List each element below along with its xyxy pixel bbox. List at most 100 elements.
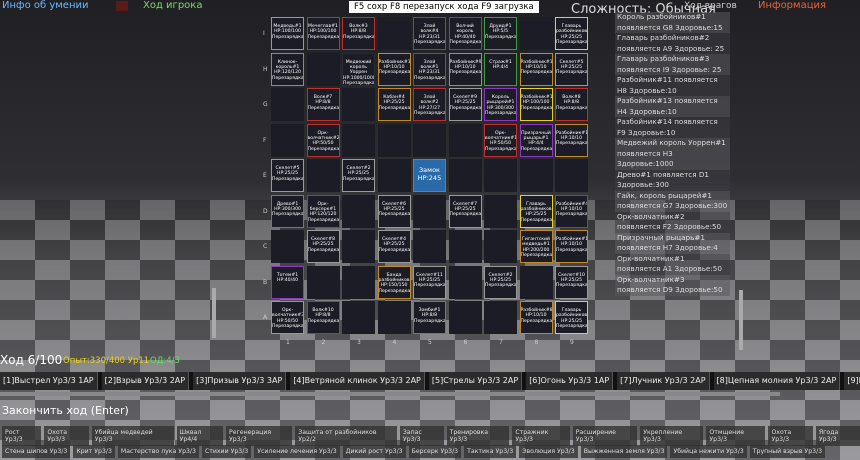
upgrade-button[interactable]: Шквал Ур4/4 xyxy=(176,426,223,446)
upgrade-button[interactable]: Трупный взрыв Ур3/3 xyxy=(749,445,826,458)
upgrade-button[interactable]: Убийца нежити Ур3/3 xyxy=(670,445,747,458)
cell[interactable] xyxy=(342,265,375,299)
cell[interactable] xyxy=(306,52,340,86)
info[interactable]: Информация xyxy=(758,0,827,11)
upgrade-button[interactable]: Запас Ур3/3 xyxy=(399,426,444,446)
upgrade-button[interactable]: Расширение Ур3/3 xyxy=(572,426,638,446)
upgrade-button[interactable]: Эволюция Ур3/3 xyxy=(519,445,578,458)
upgrade-button[interactable]: Отмщение Ур3/3 xyxy=(706,426,766,446)
cell[interactable] xyxy=(413,194,446,228)
cell[interactable]: Главарь разбойников#2HP:25/25Перезарядка… xyxy=(519,194,553,228)
cell[interactable]: Главарь разбойников#3HP:25/25Перезарядка… xyxy=(555,17,588,50)
cell[interactable]: Замок HP:245 xyxy=(413,159,446,192)
cell[interactable]: Страж#1 HP:4/4 xyxy=(484,52,517,86)
cell[interactable] xyxy=(342,194,375,228)
red-button[interactable] xyxy=(116,1,128,11)
upgrade-button[interactable]: Мастерство лука Ур3/3 xyxy=(117,445,199,458)
upgrade-button[interactable]: Берсерк Ур3/3 xyxy=(408,445,462,458)
skill-button[interactable]: [3]Призыв Ур3/3 3AP xyxy=(193,372,287,390)
cell[interactable] xyxy=(484,194,517,228)
cell[interactable] xyxy=(342,88,375,121)
cell[interactable] xyxy=(413,230,446,263)
cell[interactable]: Медвежий король Уоррен HP:1000/1000 Переза… xyxy=(342,52,375,86)
cell[interactable]: Банда разбойников#1HP:150/150Перезарядка… xyxy=(377,265,411,299)
skill-button[interactable]: [9]Похищение жизни Ур3/3 2AP xyxy=(844,372,860,390)
cell[interactable] xyxy=(484,230,517,263)
cell[interactable] xyxy=(377,159,411,192)
cell[interactable] xyxy=(519,265,553,299)
cell[interactable] xyxy=(448,230,482,263)
upgrade-button[interactable]: Ягода Ур3/3 xyxy=(815,426,860,446)
upgrade-button[interactable]: Охота Ур3/3 xyxy=(768,426,813,446)
upgrade-button[interactable]: Стражник Ур3/3 xyxy=(512,426,570,446)
cell[interactable] xyxy=(413,123,446,157)
cell[interactable] xyxy=(342,230,375,263)
scrollbar[interactable] xyxy=(0,392,780,396)
upgrade-button[interactable]: Крит Ур3/3 xyxy=(73,445,115,458)
cell[interactable] xyxy=(271,123,304,157)
cell[interactable] xyxy=(377,17,411,50)
cell[interactable] xyxy=(448,301,482,334)
upgrade-button[interactable]: Рост Ур3/3 xyxy=(2,426,42,446)
cell[interactable]: Гигантский медведь#1 HP:200/200 Перезарядк… xyxy=(519,230,553,263)
end-turn-button[interactable]: Закончить ход (Enter) xyxy=(2,404,129,417)
cell[interactable] xyxy=(306,159,340,192)
cell[interactable] xyxy=(448,123,482,157)
skill-button[interactable]: [1]Выстрел Ур3/3 1AP xyxy=(0,372,98,390)
cell[interactable] xyxy=(271,88,304,121)
skill-button[interactable]: [4]Ветряной клинок Ур3/3 2AP xyxy=(290,372,425,390)
skill-button[interactable]: [7]Лучник Ур3/3 2AP xyxy=(617,372,710,390)
cell[interactable] xyxy=(519,17,553,50)
upgrade-button[interactable]: Стихии Ур3/3 xyxy=(201,445,252,458)
upgrade-button[interactable]: Стена шипов Ур3/3 xyxy=(2,445,71,458)
skill-info[interactable]: Инфо об умении xyxy=(2,0,89,11)
cell[interactable] xyxy=(342,123,375,157)
cell[interactable] xyxy=(448,159,482,192)
skill-button[interactable]: [2]Взрыв Ур3/3 2AP xyxy=(101,372,190,390)
scrollbar[interactable] xyxy=(212,288,216,338)
upgrade-button[interactable]: Выжженная земля Ур3/3 xyxy=(580,445,668,458)
cell[interactable] xyxy=(484,301,517,334)
upgrade-button[interactable]: Дикий рост Ур3/3 xyxy=(342,445,406,458)
upgrade-button[interactable]: Тренировка Ур3/3 xyxy=(446,426,510,446)
upgrade-button[interactable]: Регенерация Ур3/3 xyxy=(225,426,293,446)
upgrade-button[interactable]: Укрепление Ур3/3 xyxy=(640,426,704,446)
cell[interactable] xyxy=(377,301,411,334)
upgrade-button[interactable]: Защита от разбойников Ур2/2 xyxy=(295,426,397,446)
skill-button[interactable]: [6]Огонь Ур3/3 1AP xyxy=(526,372,614,390)
upgrade-button[interactable]: Усиление лечения Ур3/3 xyxy=(254,445,340,458)
cell[interactable] xyxy=(377,123,411,157)
cell[interactable] xyxy=(555,159,588,192)
